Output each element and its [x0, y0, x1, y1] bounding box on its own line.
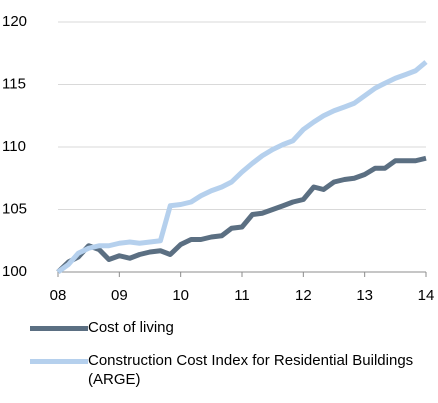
y-tick-label: 115 [2, 75, 26, 92]
x-tick-label: 10 [172, 287, 189, 304]
chart: 100 105 110 115 120 08 09 10 11 12 13 14 [2, 13, 435, 304]
x-tick-label: 08 [50, 287, 67, 304]
series-line [56, 60, 428, 275]
legend-label: Cost of living [88, 319, 174, 336]
series-line [56, 155, 427, 274]
legend-swatch [30, 326, 88, 331]
x-tick-label: 13 [356, 287, 373, 304]
legend-label: Construction Cost Index for Residential … [88, 352, 414, 388]
legend-item: Cost of living [30, 318, 430, 337]
legend-swatch [30, 359, 88, 364]
y-tick-label: 100 [2, 263, 27, 280]
legend: Cost of living Construction Cost Index fo… [30, 318, 430, 403]
legend-item: Construction Cost Index for Residential … [30, 351, 430, 389]
x-tick-label: 09 [111, 287, 128, 304]
x-tick-label: 12 [295, 287, 312, 304]
y-tick-label: 110 [2, 138, 26, 155]
y-tick-label: 105 [2, 200, 27, 217]
x-tick-label: 11 [234, 287, 250, 304]
y-tick-label: 120 [2, 13, 27, 30]
x-tick-label: 14 [418, 287, 435, 304]
